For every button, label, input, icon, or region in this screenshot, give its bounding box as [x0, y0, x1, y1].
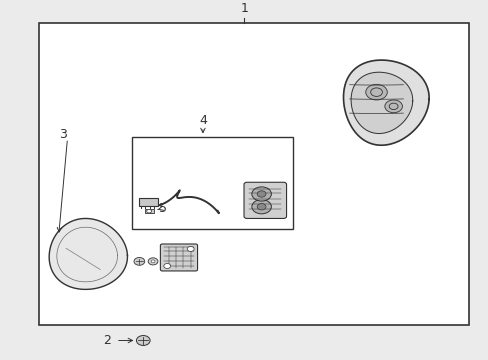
Circle shape — [148, 258, 158, 265]
Bar — [144, 209, 153, 213]
Circle shape — [365, 84, 386, 100]
Circle shape — [251, 200, 271, 214]
Text: 4: 4 — [199, 113, 206, 127]
Circle shape — [134, 257, 144, 265]
Circle shape — [163, 264, 170, 269]
Circle shape — [251, 187, 271, 201]
Circle shape — [388, 103, 397, 109]
Circle shape — [187, 247, 194, 251]
FancyBboxPatch shape — [244, 182, 286, 219]
FancyBboxPatch shape — [160, 244, 197, 271]
Polygon shape — [49, 219, 127, 289]
Circle shape — [257, 191, 265, 197]
Polygon shape — [350, 72, 412, 134]
Text: 3: 3 — [59, 128, 66, 141]
Bar — [39, 23, 468, 324]
Text: 1: 1 — [240, 2, 248, 15]
Bar — [139, 198, 158, 206]
Circle shape — [370, 88, 382, 96]
Circle shape — [384, 100, 402, 113]
Polygon shape — [343, 60, 428, 145]
Text: 2: 2 — [103, 334, 111, 347]
Circle shape — [136, 336, 150, 346]
Circle shape — [151, 260, 155, 263]
Text: 5: 5 — [159, 202, 166, 215]
Circle shape — [257, 203, 265, 210]
Bar — [132, 136, 293, 229]
Circle shape — [146, 210, 151, 213]
